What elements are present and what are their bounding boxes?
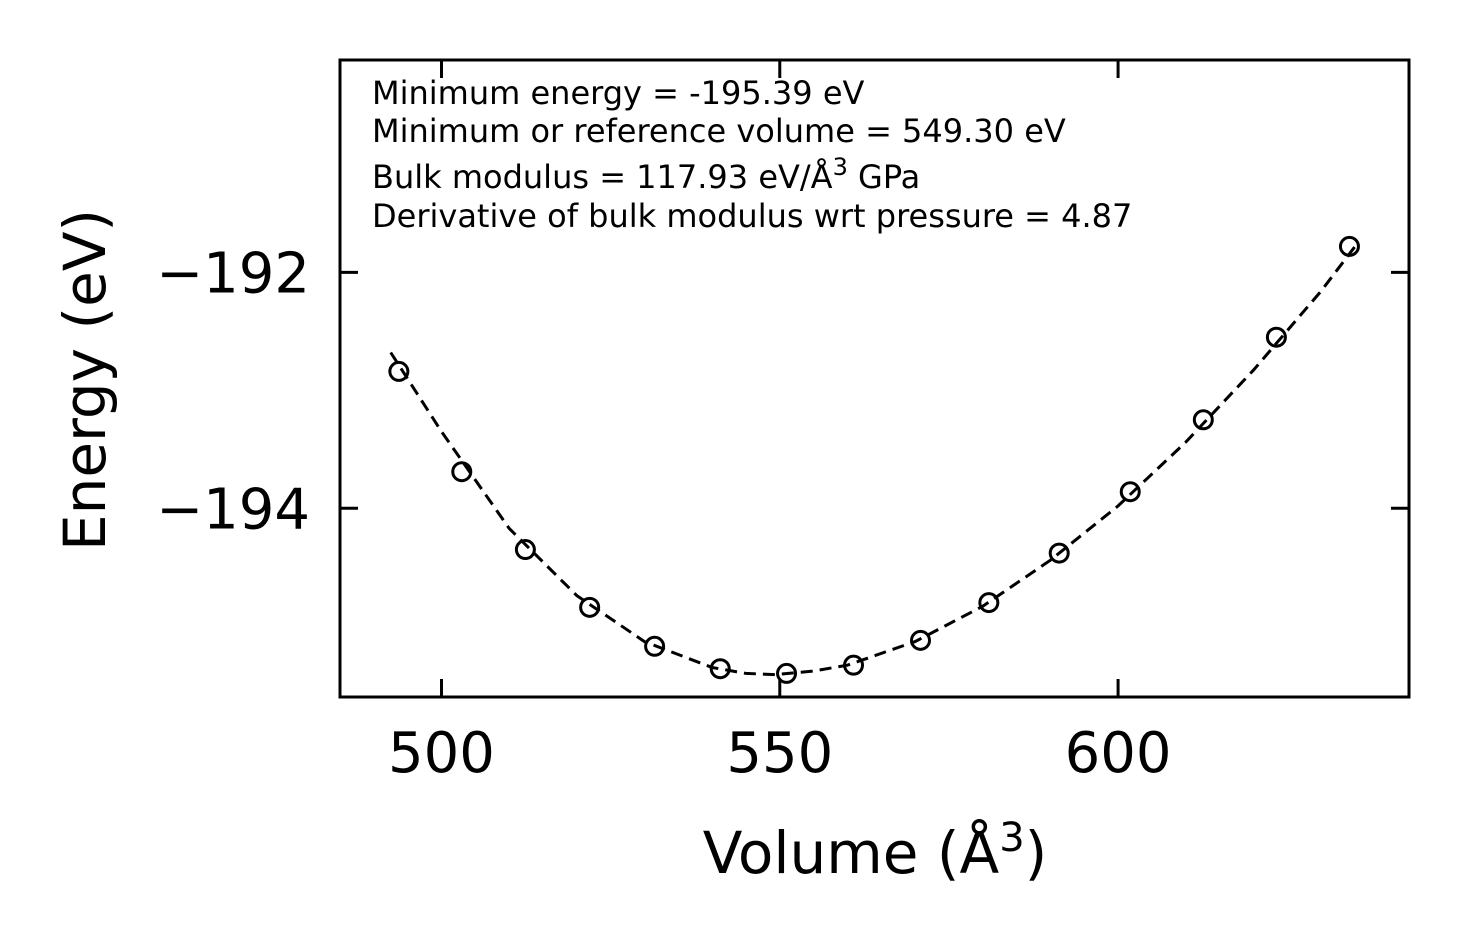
data-point <box>451 461 473 483</box>
x-axis-label-superscript: 3 <box>999 815 1024 861</box>
tick-labels: 500 550 600 −192 −194 <box>156 241 1171 786</box>
annotation-bulk-derivative: Derivative of bulk modulus wrt pressure … <box>372 197 1132 235</box>
data-point <box>644 635 666 657</box>
x-axis-label-text: Volume (Å <box>703 818 1000 887</box>
annotation-ref-volume: Minimum or reference volume = 549.30 eV <box>372 112 1066 150</box>
data-point <box>1119 481 1141 503</box>
x-tick-label: 500 <box>388 721 495 786</box>
data-point <box>1265 326 1287 348</box>
annotation-min-energy: Minimum energy = -195.39 eV <box>372 74 865 112</box>
x-tick-label: 550 <box>726 721 833 786</box>
data-point <box>843 654 865 676</box>
data-point <box>514 539 536 561</box>
bulk-modulus-unit: GPa <box>848 158 920 196</box>
data-point <box>579 596 601 618</box>
x-axis-label-close: ) <box>1025 819 1048 887</box>
x-tick-label: 600 <box>1065 721 1172 786</box>
y-tick-label: −192 <box>156 241 310 306</box>
data-point <box>910 629 932 651</box>
data-point <box>1048 542 1070 564</box>
data-point <box>388 360 410 382</box>
fit-curve <box>389 243 1359 677</box>
x-axis-label: Volume (Å3) <box>703 815 1048 887</box>
data-point <box>1338 235 1360 257</box>
data-point <box>709 658 731 680</box>
data-point <box>1192 409 1214 431</box>
data-point <box>978 592 1000 614</box>
bulk-modulus-text: Bulk modulus = 117.93 eV/Å <box>372 158 833 196</box>
y-axis-label: Energy (eV) <box>51 209 119 551</box>
axis-ticks <box>340 60 1409 697</box>
data-points <box>388 235 1360 684</box>
data-point <box>776 662 798 684</box>
bulk-modulus-superscript: 3 <box>833 153 848 181</box>
plot-frame <box>338 58 1411 699</box>
y-tick-label: −194 <box>156 477 310 542</box>
annotation-box: Minimum energy = -195.39 eV Minimum or r… <box>372 74 1132 235</box>
annotation-bulk-modulus: Bulk modulus = 117.93 eV/Å3 GPa <box>372 153 920 196</box>
